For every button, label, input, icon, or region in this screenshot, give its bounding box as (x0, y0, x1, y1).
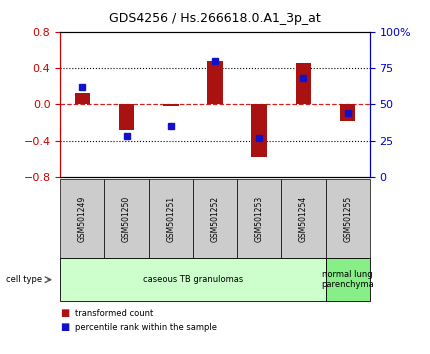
Text: GSM501255: GSM501255 (343, 195, 352, 242)
Bar (119, 104, 134, 130)
Text: GSM501249: GSM501249 (78, 195, 87, 242)
Bar (252, 104, 267, 157)
Text: ■: ■ (60, 322, 70, 332)
Text: GSM501250: GSM501250 (122, 195, 131, 242)
Text: normal lung
parenchyma: normal lung parenchyma (321, 270, 374, 289)
Bar (296, 63, 311, 104)
Text: transformed count: transformed count (75, 309, 154, 318)
Text: cell type: cell type (6, 275, 43, 284)
Bar (207, 61, 223, 104)
Text: GSM501252: GSM501252 (211, 195, 219, 242)
Text: GSM501254: GSM501254 (299, 195, 308, 242)
Text: percentile rank within the sample: percentile rank within the sample (75, 323, 217, 332)
Text: GSM501251: GSM501251 (166, 195, 175, 242)
Text: GSM501253: GSM501253 (255, 195, 264, 242)
Text: ■: ■ (60, 308, 70, 318)
Bar (74, 93, 90, 104)
Text: caseous TB granulomas: caseous TB granulomas (143, 275, 243, 284)
Bar (340, 104, 356, 121)
Text: GDS4256 / Hs.266618.0.A1_3p_at: GDS4256 / Hs.266618.0.A1_3p_at (109, 12, 321, 25)
Bar (163, 104, 178, 106)
